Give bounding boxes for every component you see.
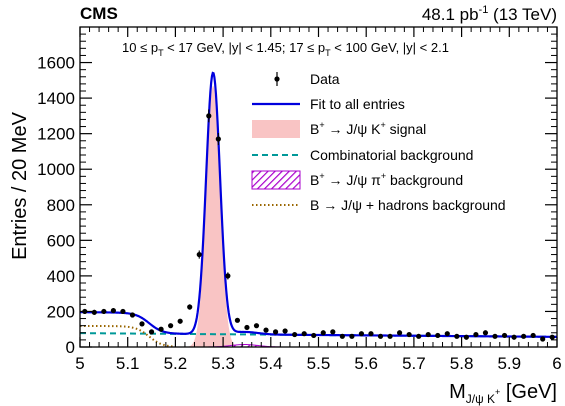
data-point <box>187 304 193 310</box>
data-point <box>358 331 365 337</box>
data-point <box>282 328 288 334</box>
legend-pion-swatch <box>251 170 301 190</box>
hadrons-background-line <box>80 325 176 347</box>
y-tick-label: 400 <box>47 267 75 286</box>
data-point <box>368 331 374 337</box>
x-tick-label: 5.7 <box>402 354 426 373</box>
data-point <box>416 333 422 339</box>
x-tick-label: 5.5 <box>307 354 331 373</box>
legend-item-hadrons: B → J/ψ + hadrons background <box>252 197 506 213</box>
data-point <box>339 333 345 339</box>
data-point <box>234 317 241 323</box>
data-point <box>129 312 136 318</box>
x-tick-label: 5.3 <box>211 354 235 373</box>
data-point <box>396 330 403 336</box>
data-point <box>540 336 546 342</box>
data-point <box>91 309 97 315</box>
legend-data-marker <box>274 76 280 82</box>
x-tick-label: 5 <box>75 354 84 373</box>
x-tick-label: 5.9 <box>497 354 521 373</box>
selection-label: 10 ≤ pT < 17 GeV, |y| < 1.45; 17 ≤ pT < … <box>122 40 449 58</box>
data-point <box>330 329 336 335</box>
data-point <box>454 333 460 339</box>
data-point <box>225 273 231 279</box>
x-axis-title: MJ/ψ K+ [GeV] <box>449 381 557 406</box>
plot-area <box>80 71 557 347</box>
y-tick-label: 800 <box>47 196 75 215</box>
luminosity-label: 48.1 pb-1 (13 TeV) <box>422 4 557 24</box>
x-tick-label: 5.1 <box>116 354 140 373</box>
x-tick-label: 5.4 <box>259 354 283 373</box>
data-point <box>492 333 498 339</box>
data-point <box>406 331 412 338</box>
data-point <box>101 308 107 315</box>
legend: Data Fit to all entries B+ → J/ψ K+ sign… <box>251 71 506 213</box>
data-point <box>425 331 431 338</box>
y-axis-title: Entries / 20 MeV <box>9 111 31 260</box>
y-tick-label: 0 <box>66 338 75 357</box>
x-tick-label: 5.2 <box>164 354 188 373</box>
data-point <box>292 331 298 338</box>
legend-pion-label: B+ → J/ψ π+ background <box>310 171 463 188</box>
data-point <box>530 332 536 339</box>
data-point <box>177 318 183 324</box>
data-point <box>511 334 517 340</box>
data-point <box>263 327 269 333</box>
data-point <box>435 332 441 339</box>
x-tick-label: 5.6 <box>354 354 378 373</box>
data-point <box>158 326 164 332</box>
data-point <box>148 329 155 335</box>
data-point <box>501 332 508 339</box>
data-point <box>139 321 145 327</box>
legend-hadrons-label: B → J/ψ + hadrons background <box>310 197 506 213</box>
data-point <box>168 323 174 329</box>
y-tick-label: 1000 <box>37 160 75 179</box>
data-point <box>473 331 479 338</box>
legend-item-combinatorial: Combinatorial background <box>252 147 473 163</box>
data-point <box>549 334 555 340</box>
data-point <box>272 329 279 335</box>
data-point <box>244 324 250 331</box>
x-tick-label: 6 <box>552 354 561 373</box>
legend-item-signal: B+ → J/ψ K+ signal <box>252 120 426 138</box>
data-point <box>320 330 326 336</box>
data-point <box>463 334 469 340</box>
data-point <box>215 136 221 142</box>
y-tick-label: 1600 <box>37 54 75 73</box>
data-point <box>387 333 393 339</box>
data-point <box>110 307 116 314</box>
legend-item-fit: Fit to all entries <box>252 96 405 112</box>
legend-signal-label: B+ → J/ψ K+ signal <box>310 120 426 137</box>
x-tick-label: 5.8 <box>450 354 474 373</box>
legend-comb-label: Combinatorial background <box>310 147 473 163</box>
data-point <box>253 323 260 329</box>
data-point <box>444 331 450 337</box>
y-tick-label: 200 <box>47 302 75 321</box>
data-point <box>301 331 307 337</box>
y-tick-label: 1400 <box>37 89 75 108</box>
data-point <box>482 330 489 336</box>
data-point <box>196 251 202 258</box>
data-point <box>521 333 527 339</box>
data-point <box>120 308 126 315</box>
data-point <box>206 113 212 119</box>
experiment-label: CMS <box>80 4 118 23</box>
y-tick-label: 600 <box>47 231 75 250</box>
legend-signal-swatch <box>252 120 300 138</box>
y-tick-label: 1200 <box>37 125 75 144</box>
legend-item-data: Data <box>274 71 340 87</box>
legend-item-pion: B+ → J/ψ π+ background <box>251 170 463 190</box>
data-point <box>349 333 355 339</box>
data-point <box>377 333 384 339</box>
data-point <box>311 332 317 339</box>
legend-fit-label: Fit to all entries <box>310 96 405 112</box>
legend-data-label: Data <box>310 71 340 87</box>
